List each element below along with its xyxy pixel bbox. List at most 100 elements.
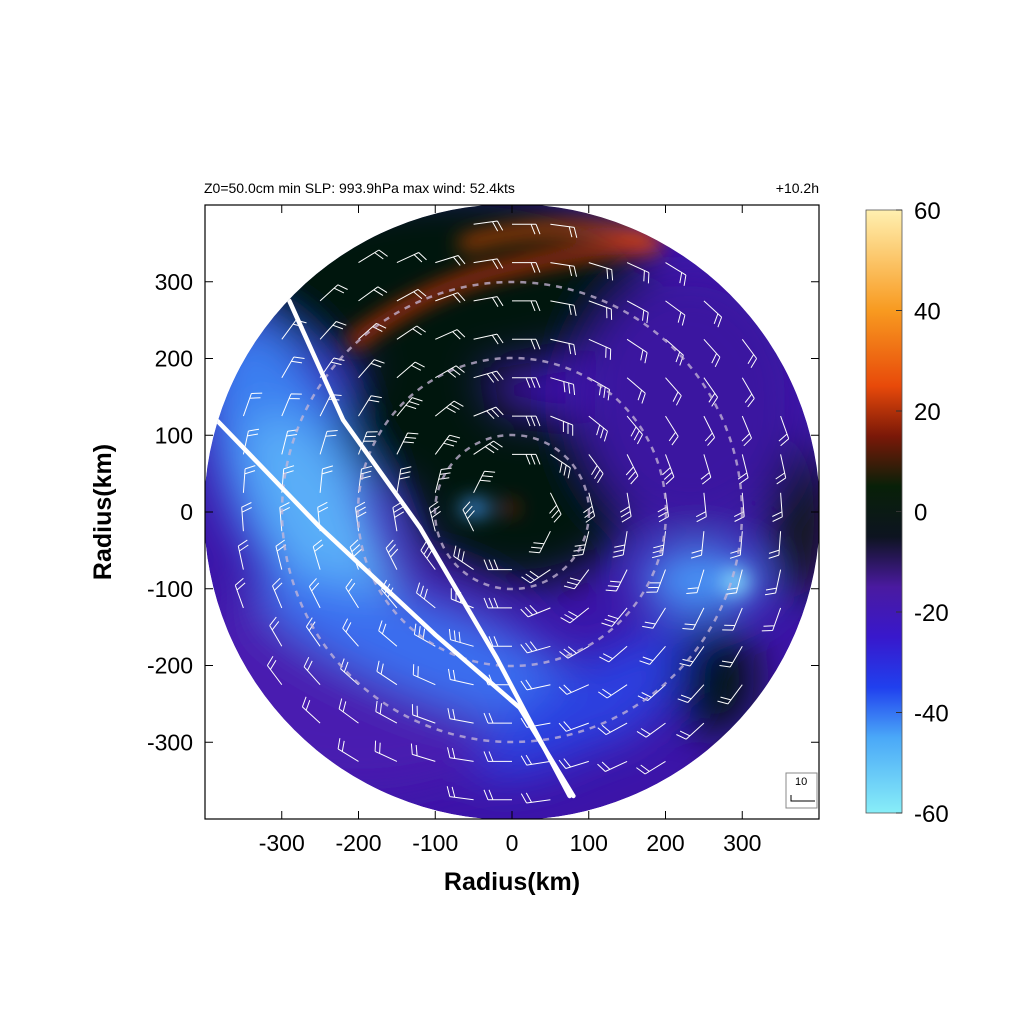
wind-barb [690, 531, 705, 559]
wind-barb [560, 607, 590, 624]
wind-barb [374, 740, 398, 762]
wind-barb [355, 501, 367, 532]
colorbar-ticks: 60 40 20 0 -20 -40 -60 [896, 198, 949, 828]
wind-barb [665, 262, 687, 286]
wind-barb [626, 377, 646, 404]
wind-barb [473, 220, 504, 232]
y-tick-label: 200 [155, 346, 193, 372]
wind-barb [435, 255, 466, 266]
wind-barb [473, 440, 503, 455]
outer-rainband [345, 238, 661, 351]
wind-barb [416, 582, 436, 609]
wind-barb [462, 501, 475, 532]
header-left-info: Z0=50.0cm min SLP: 993.9hPa max wind: 52… [204, 180, 515, 196]
x-tick-label: -200 [335, 830, 381, 856]
range-ring-300km [280, 280, 744, 744]
wind-barb [725, 569, 743, 595]
y-axis: 300 200 100 0 -100 -200 -300 [147, 269, 819, 755]
wind-barb [550, 415, 574, 436]
southeast-cell [675, 625, 755, 735]
colorbar: 60 40 20 0 -20 -40 -60 [865, 198, 949, 828]
reference-barb-label: 10 [795, 776, 807, 788]
wind-barb [700, 454, 712, 485]
y-tick-label: 100 [155, 422, 193, 448]
wind-barb [434, 400, 464, 417]
wind-barb [550, 223, 578, 238]
wind-barb [665, 377, 682, 406]
colorbar-tick-label: 40 [914, 299, 941, 326]
reference-barb-icon [790, 795, 815, 802]
wind-barb [703, 338, 721, 368]
wind-barb [473, 258, 504, 270]
colorbar-tick-label: -60 [914, 801, 949, 828]
wind-barb [358, 431, 378, 455]
wind-barb [717, 684, 743, 705]
wind-barb [448, 628, 474, 647]
x-axis-label: Radius(km) [444, 868, 580, 896]
wind-barb [605, 569, 628, 592]
wind-barb [719, 646, 743, 668]
wind-barb [281, 356, 305, 378]
wind-barb [741, 339, 758, 368]
wind-barb [619, 492, 632, 523]
wind-barb [308, 578, 321, 609]
wind-barb [772, 492, 783, 522]
track-line-1 [287, 298, 572, 799]
x-tick-label: 200 [646, 830, 684, 856]
wind-barb [453, 545, 474, 571]
range-ring-100km [433, 433, 591, 591]
wind-barb [520, 792, 551, 804]
wind-barb [768, 531, 782, 559]
wind-barb [483, 789, 512, 801]
wind-barb [665, 415, 679, 446]
wind-barb [588, 338, 612, 360]
velocity-field [205, 205, 819, 819]
x-tick-label: 0 [506, 830, 519, 856]
wind-barb [358, 286, 388, 302]
wind-barb [520, 754, 551, 766]
wind-barb [266, 656, 283, 685]
colorbar-tick-label: 20 [914, 399, 941, 426]
wind-barb [639, 645, 666, 665]
wind-barb [601, 607, 628, 627]
wind-barb [677, 684, 705, 703]
wind-barb [338, 698, 359, 724]
wind-barb [682, 607, 705, 630]
wind-barb [434, 467, 452, 493]
wind-barb [483, 751, 512, 762]
wind-barb [550, 262, 577, 277]
wind-barb [636, 760, 666, 775]
wind-barb [512, 377, 541, 388]
wind-barb [512, 415, 541, 427]
wind-barb [528, 530, 551, 554]
wind-barb [512, 262, 541, 273]
wind-barb [764, 569, 782, 596]
wind-barb [550, 300, 577, 316]
colorbar-tick-label: 0 [914, 500, 927, 527]
wind-barb [358, 359, 385, 379]
western-inflow-core [246, 413, 394, 627]
wind-barb [483, 712, 512, 724]
wind-barb [588, 454, 604, 484]
outer-rainband-north [458, 222, 662, 251]
wind-barb [473, 370, 504, 383]
wind-barb [358, 465, 373, 493]
wind-barb [775, 454, 787, 485]
wind-barb [237, 539, 249, 570]
plot-area: -300 -200 -100 0 100 200 300 300 200 100 0 -100 -20… [89, 204, 820, 896]
colorbar-tick-label: -40 [914, 701, 949, 728]
wind-barb [572, 531, 590, 557]
core-red-spot [502, 503, 518, 513]
wind-barb [473, 296, 504, 307]
y-tick-label: 0 [180, 499, 193, 525]
wind-barb [521, 569, 551, 584]
wind-barb [447, 708, 474, 724]
wind-barb [778, 415, 790, 447]
wind-barb [428, 501, 441, 532]
wind-barb [435, 365, 465, 379]
wind-barb [358, 395, 382, 417]
wind-barb [242, 392, 263, 417]
wind-barb [558, 758, 589, 769]
wind-barb [703, 415, 716, 446]
wind-barb [342, 618, 359, 647]
